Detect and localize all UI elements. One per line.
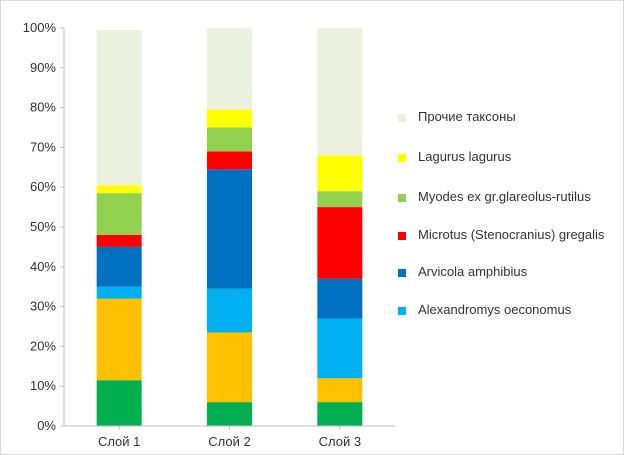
bar-segment-2-1 <box>317 378 363 403</box>
bar-segment-0-3 <box>96 246 142 287</box>
y-tick-label: 30% <box>30 299 56 314</box>
legend-swatch <box>398 307 406 315</box>
bar-segment-1-0 <box>207 402 252 426</box>
bar-segment-1-5 <box>207 127 252 152</box>
bar-segment-1-1 <box>207 332 252 403</box>
y-tick-label: 10% <box>30 378 56 393</box>
legend-swatch <box>398 232 406 240</box>
y-tick-label: 60% <box>30 179 56 194</box>
legend-label: Прочие таксоны <box>418 109 516 124</box>
bar-segment-0-2 <box>96 286 142 299</box>
bar-segment-2-6 <box>317 155 363 192</box>
y-tick-label: 80% <box>30 100 56 115</box>
bar-segment-2-2 <box>317 318 363 379</box>
y-tick-label: 40% <box>30 259 56 274</box>
legend-label: Myodes ex gr.glareolus-rutilus <box>418 189 591 204</box>
bar-segment-0-4 <box>96 234 142 247</box>
y-tick-label: 0% <box>37 418 56 433</box>
y-tick-label: 20% <box>30 338 56 353</box>
bar-segment-1-4 <box>207 151 252 170</box>
y-tick-label: 90% <box>30 60 56 75</box>
bar-segment-0-6 <box>96 185 142 194</box>
legend-swatch <box>398 114 406 122</box>
bar-segment-2-5 <box>317 191 363 208</box>
legend-label: Alexandromys oeconomus <box>418 302 572 317</box>
legend-swatch <box>398 269 406 277</box>
bar-segment-2-4 <box>317 207 363 279</box>
x-tick-label: Слой 1 <box>98 434 140 449</box>
legend-swatch <box>398 194 406 202</box>
bar-segment-1-6 <box>207 109 252 128</box>
x-tick-label: Слой 2 <box>208 434 250 449</box>
bar-segment-1-7 <box>207 28 252 110</box>
legend-label: Microtus (Stenocranius) gregalis <box>418 227 605 242</box>
bar-segment-2-0 <box>317 402 363 426</box>
legend-label: Lagurus lagurus <box>418 149 512 164</box>
bar-segment-1-3 <box>207 169 252 289</box>
bar-segment-0-7 <box>96 29 142 186</box>
bar-segment-2-7 <box>317 28 363 156</box>
bar-segment-0-0 <box>96 380 142 426</box>
y-tick-label: 100% <box>23 20 57 35</box>
bar-segment-0-1 <box>96 298 142 381</box>
y-tick-label: 70% <box>30 139 56 154</box>
bar-segment-1-2 <box>207 288 252 333</box>
bar-segment-2-3 <box>317 278 363 319</box>
bar-segment-0-5 <box>96 193 142 235</box>
y-tick-label: 50% <box>30 219 56 234</box>
legend-swatch <box>398 154 406 162</box>
x-tick-label: Слой 3 <box>319 434 361 449</box>
legend-label: Arvicola amphibius <box>418 264 528 279</box>
